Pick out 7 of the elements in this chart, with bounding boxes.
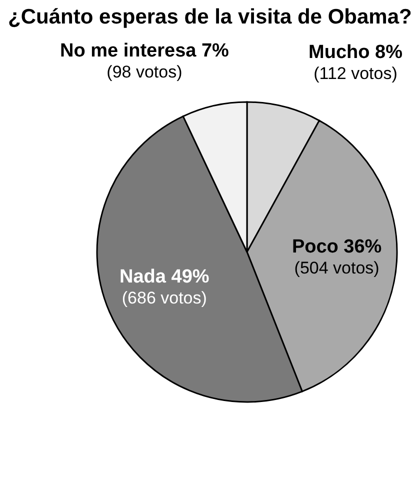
text: (686 votos) <box>122 288 207 308</box>
category-label: Poco 36% <box>292 236 382 258</box>
slice-label: No me interesa 7% (98 votos) <box>60 40 230 82</box>
category-label: Nada 49% <box>120 266 210 288</box>
text: (504 votos) <box>294 258 380 278</box>
slice-label: Mucho 8% (112 votos) <box>308 42 403 84</box>
chart-title: ¿Cuánto esperas de la visita de Obama? <box>8 6 412 29</box>
